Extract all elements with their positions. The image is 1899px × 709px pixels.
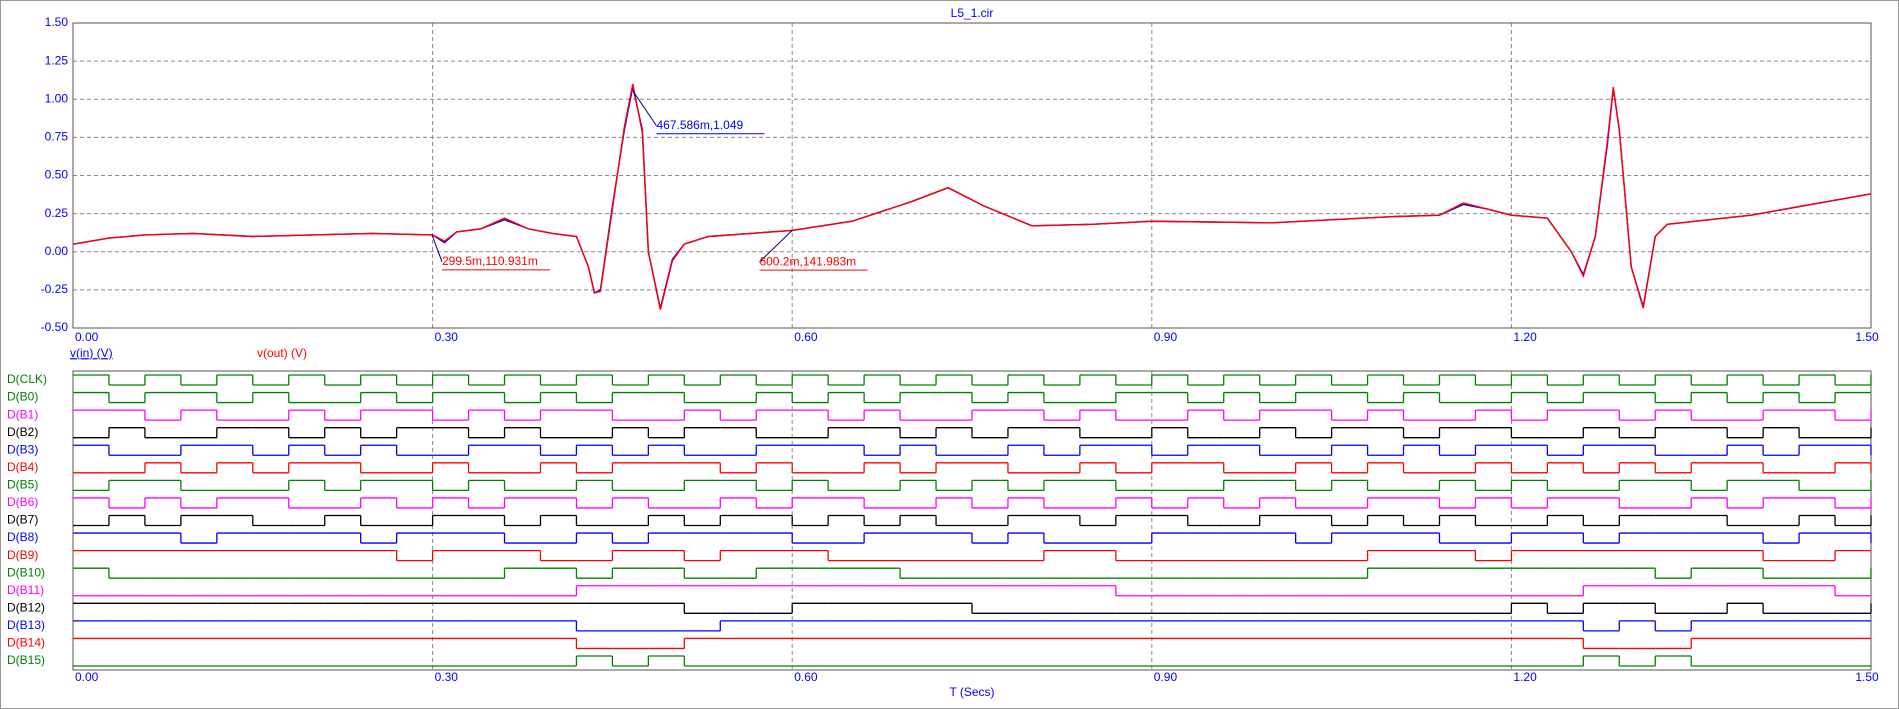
y-tick-label: 0.00 bbox=[45, 244, 69, 258]
x-tick-label: 0.60 bbox=[794, 670, 818, 684]
annotation-pointer bbox=[633, 91, 657, 127]
plot-frame bbox=[72, 22, 1872, 329]
x-tick-label: 1.50 bbox=[1855, 670, 1879, 684]
series-line bbox=[72, 83, 1872, 310]
signal-label: D(B7) bbox=[7, 513, 38, 527]
x-tick-label: 0.00 bbox=[75, 670, 99, 684]
annotation-label: 299.5m,110.931m bbox=[442, 254, 538, 268]
signal-label: D(B1) bbox=[7, 407, 38, 421]
annotation-label: 467.586m,1.049 bbox=[656, 118, 743, 132]
signal-label: D(B14) bbox=[7, 636, 45, 650]
legend-entry: v(out) (V) bbox=[257, 346, 307, 360]
signal-label: D(B8) bbox=[7, 530, 38, 544]
y-tick-label: 0.75 bbox=[45, 130, 69, 144]
annotation-pointer bbox=[759, 229, 793, 263]
annotation-label: 600.2m,141.983m bbox=[759, 254, 856, 268]
signal-label: D(B5) bbox=[7, 478, 38, 492]
signal-label: D(B11) bbox=[7, 583, 44, 597]
x-tick-label: 1.50 bbox=[1855, 330, 1879, 344]
x-tick-label: 1.20 bbox=[1513, 670, 1537, 684]
signal-label: D(B0) bbox=[7, 390, 38, 404]
signal-label: D(B15) bbox=[7, 653, 45, 667]
y-tick-label: 1.00 bbox=[45, 91, 69, 105]
signal-label: D(B12) bbox=[7, 600, 45, 614]
signal-label: D(B6) bbox=[7, 495, 38, 509]
x-tick-label: 0.00 bbox=[75, 330, 99, 344]
x-tick-label: 1.20 bbox=[1513, 330, 1537, 344]
x-tick-label: 0.60 bbox=[794, 330, 818, 344]
chart-title: L5_1.cir bbox=[951, 6, 994, 20]
signal-label: D(B9) bbox=[7, 548, 38, 562]
signal-label: D(B3) bbox=[7, 442, 38, 456]
signal-label: D(B4) bbox=[7, 460, 38, 474]
y-tick-label: 0.25 bbox=[45, 206, 69, 220]
legend-entry: v(in) (V) bbox=[70, 346, 113, 360]
annotation-pointer bbox=[431, 234, 443, 263]
y-tick-label: -0.25 bbox=[41, 282, 69, 296]
x-tick-label: 0.90 bbox=[1154, 330, 1178, 344]
y-tick-label: 0.50 bbox=[45, 168, 69, 182]
signal-label: D(CLK) bbox=[7, 372, 47, 386]
y-tick-label: 1.25 bbox=[45, 53, 69, 67]
x-axis-label: T (Secs) bbox=[949, 685, 994, 699]
x-tick-label: 0.30 bbox=[435, 330, 459, 344]
signal-label: D(B10) bbox=[7, 565, 45, 579]
signal-label: D(B13) bbox=[7, 618, 45, 632]
signal-label: D(B2) bbox=[7, 425, 38, 439]
y-tick-label: 1.50 bbox=[45, 15, 69, 29]
y-tick-label: -0.50 bbox=[41, 320, 69, 334]
x-tick-label: 0.30 bbox=[435, 670, 459, 684]
x-tick-label: 0.90 bbox=[1154, 670, 1178, 684]
